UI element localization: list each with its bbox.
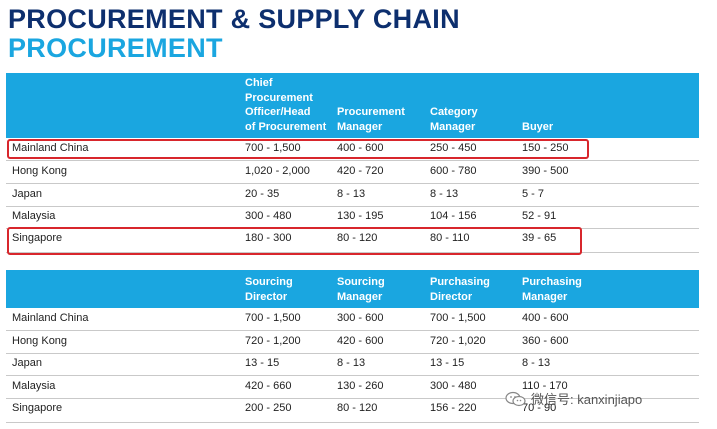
table1-row4-col1: 300 - 480 xyxy=(245,210,292,222)
table2-header-col2: Sourcing Manager xyxy=(337,276,385,303)
table2-row3-col3: 13 - 15 xyxy=(430,357,465,369)
table-row: Singapore 180 - 300 80 - 120 80 - 110 39… xyxy=(6,228,699,253)
table1-header-col4: Buyer xyxy=(522,121,554,133)
table-row: Mainland China 700 - 1,500 400 - 600 250… xyxy=(6,138,699,161)
table-row: Malaysia 420 - 660 130 - 260 300 - 480 1… xyxy=(6,376,699,399)
table1-row1-col4: 150 - 250 xyxy=(522,142,569,154)
table-row: Japan 13 - 15 8 - 13 13 - 15 8 - 13 xyxy=(6,353,699,376)
wechat-icon xyxy=(505,391,527,407)
table1-row3-col1: 20 - 35 xyxy=(245,188,280,200)
table2-row5-country: Singapore xyxy=(12,402,63,414)
table2-row3-col4: 8 - 13 xyxy=(522,357,551,369)
table1-row5-country: Singapore xyxy=(12,232,63,244)
table1-row2-col2: 420 - 720 xyxy=(337,165,384,177)
table-row: Hong Kong 720 - 1,200 420 - 600 720 - 1,… xyxy=(6,331,699,354)
table2-row3-col2: 8 - 13 xyxy=(337,357,366,369)
page-subtitle: PROCUREMENT xyxy=(8,33,223,63)
table1-row4-country: Malaysia xyxy=(12,210,56,222)
table2-row2-col2: 420 - 600 xyxy=(337,335,384,347)
table-row: Singapore 200 - 250 80 - 120 156 - 220 7… xyxy=(6,398,699,423)
table2-row5-col4: 70 - 90 xyxy=(522,402,557,414)
table2-header-col4: Purchasing Manager xyxy=(522,276,582,303)
table1-header-col2: Procurement Manager xyxy=(337,106,405,133)
table2-row5-col3: 156 - 220 xyxy=(430,402,477,414)
table1-row5-col3: 80 - 110 xyxy=(430,232,470,244)
table2-row1-col3: 700 - 1,500 xyxy=(430,312,486,324)
table2-row3-col1: 13 - 15 xyxy=(245,357,280,369)
table1-row5-col4: 39 - 65 xyxy=(522,232,557,244)
table2-row4-col2: 130 - 260 xyxy=(337,380,384,392)
table1-row1-col2: 400 - 600 xyxy=(337,142,384,154)
table2-header: Sourcing Director Sourcing Manager Purch… xyxy=(6,270,699,308)
table-row: Japan 20 - 35 8 - 13 8 - 13 5 - 7 xyxy=(6,184,699,207)
table2-row4-col4: 110 - 170 xyxy=(522,380,568,392)
table1-row2-col4: 390 - 500 xyxy=(522,165,569,177)
table1-row1-country: Mainland China xyxy=(12,142,89,154)
table2-row2-col1: 720 - 1,200 xyxy=(245,335,301,347)
table1-row5-col2: 80 - 120 xyxy=(337,232,378,244)
table1-row3-col3: 8 - 13 xyxy=(430,188,459,200)
table1-row3-col2: 8 - 13 xyxy=(337,188,366,200)
table1-row1-col3: 250 - 450 xyxy=(430,142,477,154)
table2-row4-col1: 420 - 660 xyxy=(245,380,292,392)
table2-row4-col3: 300 - 480 xyxy=(430,380,477,392)
table2-row5-col2: 80 - 120 xyxy=(337,402,378,414)
highlight-singapore xyxy=(7,227,582,255)
table2-row1-col2: 300 - 600 xyxy=(337,312,384,324)
table2-row2-col3: 720 - 1,020 xyxy=(430,335,486,347)
table1-header: Chief Procurement Officer/Head of Procur… xyxy=(6,73,699,138)
table1-row2-col3: 600 - 780 xyxy=(430,165,477,177)
table1-row4-col3: 104 - 156 xyxy=(430,210,477,222)
table2-row1-country: Mainland China xyxy=(12,312,89,324)
table1-header-col3: Category Manager xyxy=(430,106,478,133)
table2-row5-col1: 200 - 250 xyxy=(245,402,292,414)
table2-row1-col4: 400 - 600 xyxy=(522,312,569,324)
table2-row1-col1: 700 - 1,500 xyxy=(245,312,301,324)
table1-header-col1: Chief Procurement Officer/Head of Procur… xyxy=(245,77,327,133)
table1-row3-col4: 5 - 7 xyxy=(522,188,545,200)
table1-row2-col1: 1,020 - 2,000 xyxy=(245,165,310,177)
table-row: Malaysia 300 - 480 130 - 195 104 - 156 5… xyxy=(6,206,699,229)
watermark: 微信号: kanxinjiapo xyxy=(505,389,642,408)
table1-row4-col4: 52 - 91 xyxy=(522,210,557,222)
table1-row4-col2: 130 - 195 xyxy=(337,210,384,222)
table1-row2-country: Hong Kong xyxy=(12,165,68,177)
table2-header-col1: Sourcing Director xyxy=(245,276,293,303)
table1-row3-country: Japan xyxy=(12,188,42,200)
table1-row1-col1: 700 - 1,500 xyxy=(245,142,301,154)
highlight-mainland-china xyxy=(7,139,589,159)
watermark-text: 微信号: kanxinjiapo xyxy=(531,392,643,407)
table2-row2-col4: 360 - 600 xyxy=(522,335,569,347)
table2-row3-country: Japan xyxy=(12,357,42,369)
table2-row4-country: Malaysia xyxy=(12,380,56,392)
table-row: Mainland China 700 - 1,500 300 - 600 700… xyxy=(6,308,699,331)
table-row: Hong Kong 1,020 - 2,000 420 - 720 600 - … xyxy=(6,161,699,184)
page-title: PROCUREMENT & SUPPLY CHAIN xyxy=(8,4,460,34)
table2-header-col3: Purchasing Director xyxy=(430,276,490,303)
table1-row5-col1: 180 - 300 xyxy=(245,232,292,244)
table2-row2-country: Hong Kong xyxy=(12,335,68,347)
